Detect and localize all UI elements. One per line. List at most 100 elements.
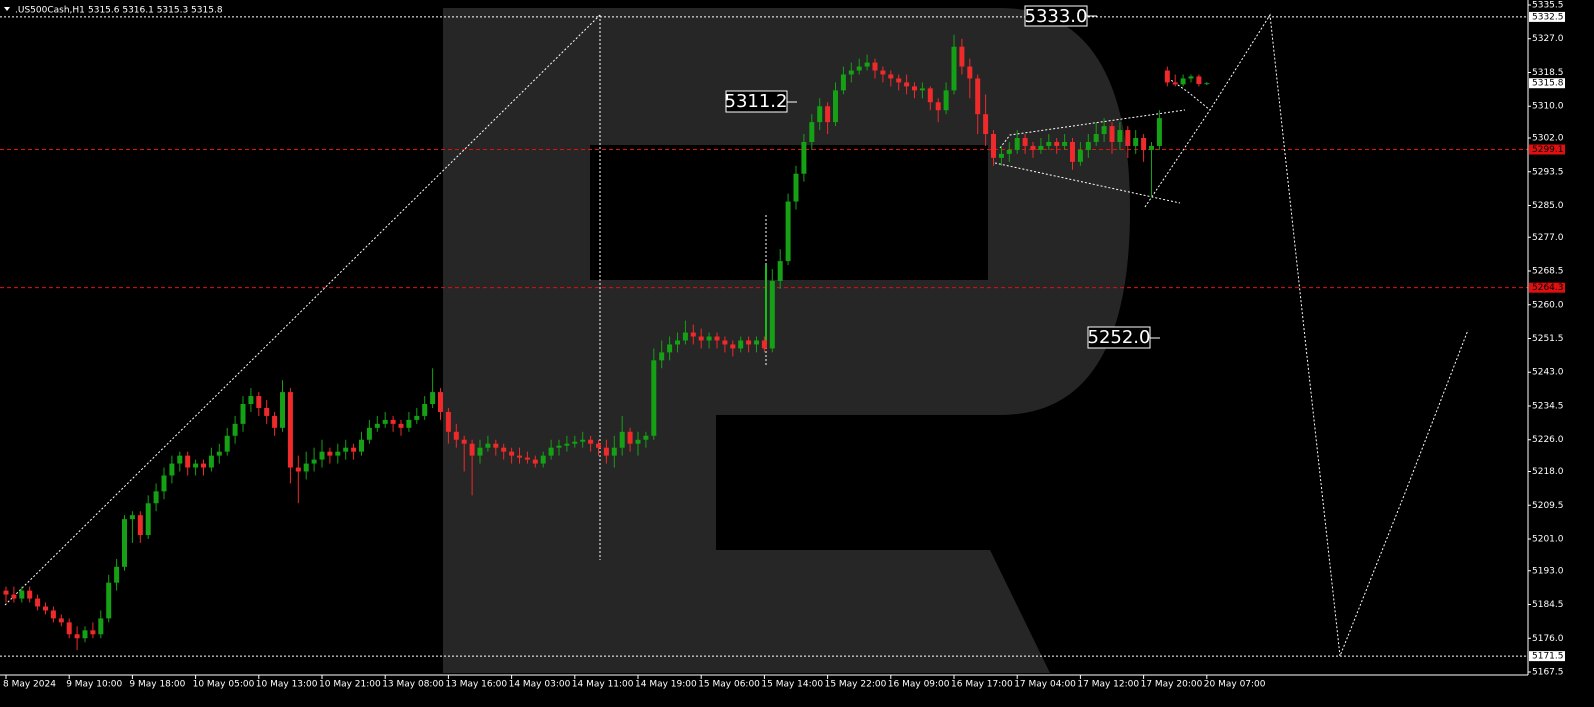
- candle-body: [809, 122, 815, 142]
- y-tick-label: 5193.0: [1532, 566, 1564, 576]
- candle-body: [682, 332, 688, 341]
- candle-body: [919, 88, 925, 91]
- x-tick-label: 15 May 22:00: [825, 680, 887, 690]
- candle-body: [232, 423, 238, 436]
- candle-body: [1109, 126, 1115, 142]
- candle-body: [453, 431, 459, 440]
- y-tick-label: 5226.0: [1532, 435, 1564, 445]
- candle-body: [382, 419, 388, 424]
- candle-body: [825, 106, 831, 123]
- x-tick-label: 9 May 18:00: [129, 680, 185, 690]
- candle-body: [145, 503, 151, 536]
- watermark: [443, 8, 1130, 673]
- candle-body: [374, 423, 380, 428]
- candle-body: [50, 610, 56, 619]
- candle-body: [840, 74, 846, 91]
- candle-body: [572, 441, 578, 444]
- candle-body: [761, 340, 767, 349]
- candle-body: [1022, 138, 1028, 146]
- candle-body: [216, 451, 222, 456]
- candle-body: [509, 451, 515, 456]
- y-tick-label: 5201.0: [1532, 534, 1564, 544]
- candle-body: [11, 594, 17, 599]
- x-tick-label: 13 May 16:00: [445, 680, 507, 690]
- candle-body: [430, 392, 436, 405]
- candle-body: [351, 447, 357, 452]
- ohlc-header: 5315.6 5316.1 5315.3 5315.8: [88, 6, 223, 16]
- candle-body: [390, 419, 396, 424]
- candle-body: [493, 443, 499, 448]
- candle-body: [1156, 118, 1162, 146]
- level-box: [1529, 11, 1565, 22]
- candle-body: [248, 396, 254, 405]
- candles: [3, 34, 1210, 651]
- candle-body: [311, 459, 317, 464]
- annotation: 5311.2: [725, 91, 788, 112]
- candle-body: [951, 46, 957, 91]
- level-label: 5299.1: [1532, 145, 1564, 155]
- candle-body: [129, 515, 135, 520]
- candle-body: [137, 515, 143, 536]
- candle-body: [1085, 141, 1091, 150]
- candle-body: [106, 582, 112, 619]
- candle-body: [596, 443, 601, 448]
- candle-body: [1188, 76, 1194, 79]
- level-label: 5171.5: [1532, 652, 1564, 662]
- candle-body: [193, 463, 199, 468]
- candle-body: [477, 447, 483, 456]
- annotation: 5333.0: [1025, 6, 1088, 27]
- candle-body: [1030, 145, 1036, 150]
- candle-body: [469, 443, 475, 456]
- candle-body: [722, 340, 728, 345]
- candle-body: [817, 106, 823, 123]
- candle-body: [801, 141, 807, 174]
- candle-body: [90, 630, 96, 635]
- candle-body: [714, 336, 720, 341]
- x-tick-label: 17 May 12:00: [1077, 680, 1139, 690]
- candle-body: [738, 340, 744, 349]
- x-tick-label: 14 May 19:00: [635, 680, 697, 690]
- candle-body: [122, 519, 127, 567]
- candle-body: [3, 590, 9, 595]
- candle-body: [698, 336, 704, 341]
- candle-body: [643, 435, 649, 440]
- candle-body: [422, 404, 428, 416]
- chart-title: .US500Cash,H1: [15, 6, 85, 16]
- candle-body: [943, 90, 949, 111]
- candle-body: [1077, 149, 1083, 162]
- x-tick-label: 17 May 04:00: [1014, 680, 1076, 690]
- candle-body: [746, 340, 752, 345]
- labels: .US500Cash,H1 5315.6 5316.1 5315.3 5315.…: [3, 1, 1565, 690]
- candle-body: [485, 443, 491, 448]
- candle-body: [517, 455, 522, 458]
- y-tick-label: 5243.0: [1532, 368, 1564, 378]
- x-tick-label: 10 May 21:00: [319, 680, 381, 690]
- annotations: 5333.0 5311.2 5252.0: [725, 5, 1160, 349]
- y-tick-label: 5318.5: [1532, 68, 1564, 78]
- candle-body: [343, 447, 349, 452]
- x-tick-label: 13 May 08:00: [382, 680, 444, 690]
- candle-body: [359, 439, 364, 452]
- candle-body: [366, 427, 372, 440]
- x-tick-label: 10 May 13:00: [256, 680, 318, 690]
- y-tick-label: 5302.0: [1532, 134, 1564, 144]
- candle-body: [98, 618, 104, 635]
- candle-body: [635, 439, 641, 444]
- candle-body: [1125, 130, 1131, 146]
- candle-body: [208, 455, 214, 468]
- y-tick-label: 5251.5: [1532, 334, 1564, 344]
- candle-body: [793, 173, 799, 202]
- candle-body: [588, 439, 594, 444]
- candle-body: [1062, 141, 1068, 146]
- candle-body: [1149, 145, 1154, 150]
- candle-body: [19, 590, 25, 599]
- candle-body: [769, 280, 775, 349]
- triangle-upper: [999, 109, 1186, 149]
- candle-body: [524, 457, 530, 460]
- y-tick-label: 5234.5: [1532, 401, 1564, 411]
- candle-body: [627, 431, 633, 444]
- y-tick-label: 5335.5: [1532, 1, 1564, 11]
- triangle-lower: [994, 162, 1181, 204]
